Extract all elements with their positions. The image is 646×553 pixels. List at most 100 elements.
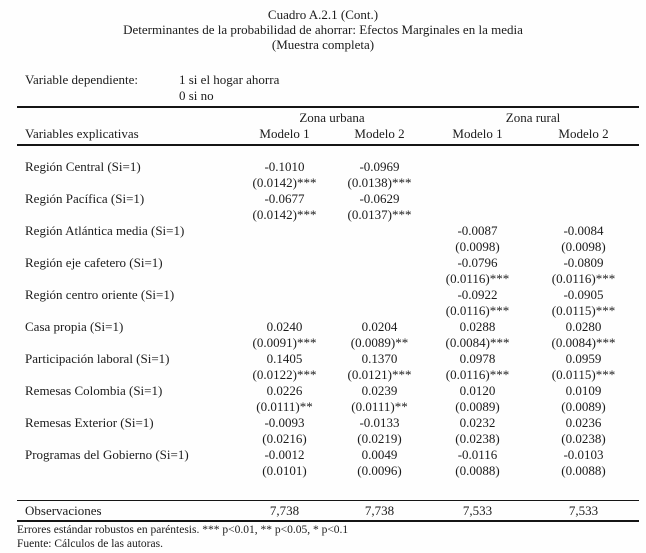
coefficient-cell: -0.0133	[359, 415, 400, 430]
empty-cell	[17, 303, 237, 319]
standard-error-cell: (0.0238)	[561, 431, 606, 446]
table-row-standard-error: (0.0142)*** (0.0138)***	[17, 175, 639, 191]
coefficient-cell	[332, 255, 427, 271]
table-titles: Cuadro A.2.1 (Cont.) Determinantes de la…	[0, 7, 646, 52]
observations-urban-model-1: 7,738	[237, 499, 332, 522]
standard-error-cell: (0.0084)***	[551, 335, 616, 350]
dependent-variable-value-2: 0 si no	[179, 88, 214, 103]
column-header-urban-model-2: Modelo 2	[332, 126, 427, 146]
standard-error-cell	[427, 207, 528, 223]
results-table-header: Zona urbana Zona rural Variables explica…	[17, 107, 640, 146]
coefficient-cell: 0.0288	[459, 319, 496, 334]
coefficient-cell	[528, 159, 639, 175]
table-row-coefficient: Remesas Colombia (Si=1) 0.0226 0.0239 0.…	[17, 383, 639, 399]
spacer-row	[17, 479, 639, 500]
coefficient-cell: -0.0012	[264, 447, 305, 462]
coefficient-cell: 0.0204	[361, 319, 398, 334]
coefficient-cell: -0.1010	[264, 159, 305, 174]
standard-error-cell: (0.0096)	[357, 463, 402, 478]
coefficient-cell: 0.0236	[565, 415, 602, 430]
coefficient-cell: -0.0796	[457, 255, 498, 270]
standard-error-cell: (0.0238)	[455, 431, 500, 446]
coefficient-cell: 0.0959	[565, 351, 602, 366]
coefficient-cell: -0.0116	[457, 447, 498, 462]
coefficient-cell	[237, 255, 332, 271]
coefficient-cell: -0.0677	[264, 191, 305, 206]
table-sample-subtitle: (Muestra completa)	[271, 37, 375, 52]
table-number-title: Cuadro A.2.1 (Cont.)	[267, 7, 379, 22]
column-header-rural-model-1: Modelo 1	[427, 126, 528, 146]
variable-label: Remesas Exterior (Si=1)	[25, 415, 154, 430]
observations-label: Observaciones	[17, 499, 237, 522]
standard-error-cell: (0.0219)	[357, 431, 402, 446]
table-main-title: Determinantes de la probabilidad de ahor…	[123, 22, 523, 37]
coefficient-cell	[237, 223, 332, 239]
standard-error-cell	[332, 271, 427, 287]
standard-error-cell: (0.0088)	[561, 463, 606, 478]
standard-error-cell	[332, 303, 427, 319]
variable-label: Región Central (Si=1)	[25, 159, 141, 174]
standard-error-cell: (0.0142)***	[252, 175, 317, 190]
coefficient-cell: 0.0240	[266, 319, 303, 334]
empty-cell	[17, 207, 237, 223]
standard-error-cell: (0.0111)**	[351, 399, 408, 414]
model-header-row: Variables explicativas Modelo 1 Modelo 2…	[17, 126, 640, 146]
coefficient-cell: 0.0232	[459, 415, 496, 430]
standard-error-cell: (0.0111)**	[256, 399, 313, 414]
standard-error-cell: (0.0121)***	[347, 367, 412, 382]
coefficient-cell: -0.0809	[563, 255, 604, 270]
table-row-standard-error: (0.0098) (0.0098)	[17, 239, 639, 255]
dependent-variable-label: Variable dependiente:	[25, 72, 138, 87]
table-row-standard-error: (0.0101) (0.0096) (0.0088) (0.0088)	[17, 463, 639, 479]
standard-error-cell: (0.0101)	[262, 463, 307, 478]
standard-error-cell	[237, 271, 332, 287]
empty-cell	[17, 431, 237, 447]
variable-label: Casa propia (Si=1)	[25, 319, 124, 334]
coefficient-cell: -0.0905	[563, 287, 604, 302]
standard-error-cell: (0.0098)	[561, 239, 606, 254]
standard-error-cell: (0.0089)	[455, 399, 500, 414]
standard-error-cell: (0.0098)	[455, 239, 500, 254]
coefficient-cell: 0.0239	[361, 383, 398, 398]
standard-error-cell	[528, 175, 639, 191]
standard-error-cell	[237, 303, 332, 319]
variable-label: Remesas Colombia (Si=1)	[25, 383, 163, 398]
table-row-coefficient: Participación laboral (Si=1) 0.1405 0.13…	[17, 351, 639, 367]
dependent-variable-block: Variable dependiente: 1 si el hogar ahor…	[25, 72, 646, 104]
empty-cell	[17, 367, 237, 383]
results-table: Zona urbana Zona rural Variables explica…	[17, 106, 640, 522]
coefficient-cell: 0.1405	[266, 351, 303, 366]
group-header-zona-urbana: Zona urbana	[299, 110, 365, 125]
empty-cell	[17, 239, 237, 255]
column-header-urban-model-1: Modelo 1	[237, 126, 332, 146]
column-header-rural-model-2: Modelo 2	[528, 126, 640, 146]
coefficient-cell: 0.0049	[361, 447, 398, 462]
standard-error-cell: (0.0116)***	[445, 303, 510, 318]
table-row-coefficient: Región Atlántica media (Si=1) -0.0087 -0…	[17, 223, 639, 239]
coefficient-cell: -0.0629	[359, 191, 400, 206]
dependent-variable-values: 1 si el hogar ahorra 0 si no	[179, 72, 279, 104]
standard-error-cell: (0.0091)***	[252, 335, 317, 350]
standard-error-cell: (0.0142)***	[252, 207, 317, 222]
table-row-coefficient: Remesas Exterior (Si=1) -0.0093 -0.0133 …	[17, 415, 639, 431]
coefficient-cell: 0.0109	[565, 383, 602, 398]
standard-error-cell: (0.0138)***	[347, 175, 412, 190]
coefficient-cell: -0.0922	[457, 287, 498, 302]
coefficient-cell: -0.0969	[359, 159, 400, 174]
coefficient-cell: 0.0978	[459, 351, 496, 366]
standard-error-cell: (0.0116)***	[445, 367, 510, 382]
table-row-coefficient: Región centro oriente (Si=1) -0.0922 -0.…	[17, 287, 639, 303]
source-note: Fuente: Cálculos de las autoras.	[17, 537, 163, 550]
table-row-standard-error: (0.0142)*** (0.0137)***	[17, 207, 639, 223]
observations-urban-model-2: 7,738	[332, 499, 427, 522]
standard-error-cell: (0.0115)***	[551, 367, 616, 382]
coefficient-cell: -0.0087	[457, 223, 498, 238]
coefficient-cell: 0.1370	[361, 351, 398, 366]
standard-errors-note: Errores estándar robustos en paréntesis.…	[17, 524, 349, 536]
variable-label: Región eje cafetero (Si=1)	[25, 255, 163, 270]
table-row-standard-error: (0.0216) (0.0219) (0.0238) (0.0238)	[17, 431, 639, 447]
empty-cell	[17, 463, 237, 479]
group-header-spacer	[17, 107, 237, 126]
coefficient-cell	[332, 287, 427, 303]
